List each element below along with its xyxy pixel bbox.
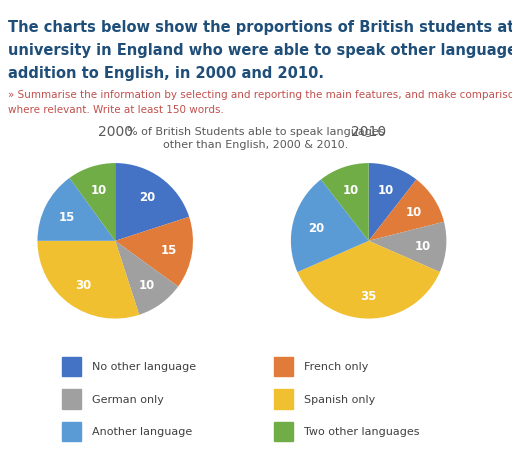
Text: » Summarise the information by selecting and reporting the main features, and ma: » Summarise the information by selecting… [8, 90, 512, 100]
Text: university in England who were able to speak other languages in: university in England who were able to s… [8, 43, 512, 58]
Wedge shape [115, 241, 178, 315]
Wedge shape [37, 179, 115, 241]
Wedge shape [369, 222, 446, 272]
Text: 10: 10 [90, 183, 106, 196]
FancyBboxPatch shape [274, 357, 293, 376]
Wedge shape [37, 241, 139, 319]
Wedge shape [291, 180, 369, 272]
FancyBboxPatch shape [62, 357, 81, 376]
FancyBboxPatch shape [62, 422, 81, 441]
FancyBboxPatch shape [274, 389, 293, 409]
Text: 10: 10 [139, 279, 155, 292]
Wedge shape [115, 164, 189, 241]
Text: 10: 10 [343, 184, 359, 197]
FancyBboxPatch shape [62, 389, 81, 409]
Wedge shape [70, 164, 115, 241]
Text: French only: French only [305, 362, 369, 372]
Text: 15: 15 [161, 243, 177, 256]
Text: German only: German only [92, 394, 164, 404]
Text: 20: 20 [139, 191, 155, 204]
Wedge shape [369, 164, 416, 241]
Text: 10: 10 [378, 184, 394, 197]
Wedge shape [321, 164, 369, 241]
Text: No other language: No other language [92, 362, 197, 372]
Text: The charts below show the proportions of British students at one: The charts below show the proportions of… [8, 20, 512, 35]
Text: 15: 15 [58, 210, 75, 223]
Text: Another language: Another language [92, 427, 193, 437]
Text: % of British Students able to speak languages: % of British Students able to speak lang… [127, 126, 385, 136]
Text: Spanish only: Spanish only [305, 394, 376, 404]
Text: 10: 10 [406, 205, 422, 218]
Text: addition to English, in 2000 and 2010.: addition to English, in 2000 and 2010. [8, 65, 324, 80]
Title: 2000: 2000 [98, 125, 133, 139]
Text: 35: 35 [360, 289, 377, 302]
Wedge shape [297, 241, 440, 319]
Wedge shape [115, 217, 193, 287]
Title: 2010: 2010 [351, 125, 386, 139]
Text: where relevant. Write at least 150 words.: where relevant. Write at least 150 words… [8, 105, 224, 115]
Text: other than English, 2000 & 2010.: other than English, 2000 & 2010. [163, 140, 349, 150]
Text: 20: 20 [308, 221, 324, 235]
Text: Two other languages: Two other languages [305, 427, 420, 437]
FancyBboxPatch shape [274, 422, 293, 441]
Text: 30: 30 [75, 279, 91, 292]
Text: 10: 10 [415, 239, 431, 252]
Wedge shape [369, 180, 444, 241]
